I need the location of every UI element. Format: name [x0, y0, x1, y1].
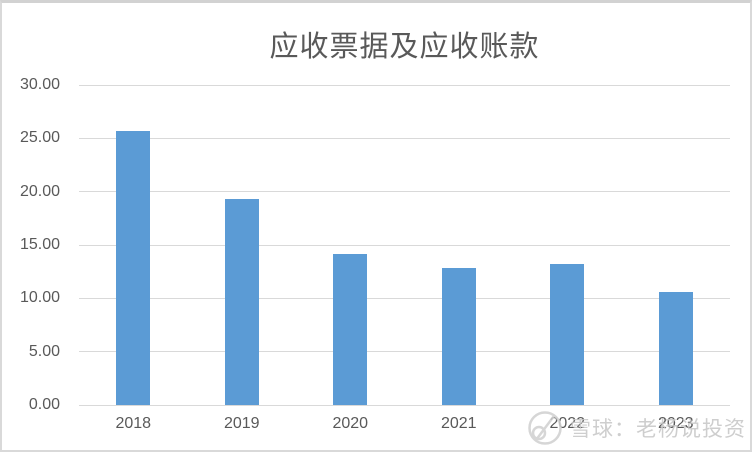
- y-axis: 0.00 5.00 10.00 15.00 20.00 25.00 30.00: [2, 3, 68, 450]
- gridline: [79, 137, 730, 139]
- bar-2023: [658, 291, 693, 405]
- y-tick-label: 0.00: [28, 396, 60, 413]
- gridline: [79, 244, 730, 246]
- bar-2021: [441, 268, 476, 405]
- x-tick-label: 2023: [657, 415, 694, 432]
- x-tick-label: 2022: [549, 415, 586, 432]
- bar-2020: [333, 253, 368, 405]
- gridline: [79, 191, 730, 193]
- y-tick-label: 15.00: [19, 236, 60, 253]
- gridline: [79, 351, 730, 353]
- y-tick-label: 10.00: [19, 289, 60, 307]
- x-tick-label: 2021: [440, 415, 477, 432]
- bar-2022: [550, 264, 585, 405]
- bar-2019: [224, 199, 259, 405]
- bar-2018: [116, 130, 151, 405]
- x-tick-label: 2020: [332, 415, 369, 432]
- y-tick-label: 30.00: [19, 76, 60, 93]
- gridline: [79, 297, 730, 299]
- y-tick-label: 25.00: [19, 129, 60, 147]
- y-tick-label: 5.00: [28, 342, 60, 360]
- plot-area: [79, 84, 730, 406]
- x-tick-label: 2019: [223, 415, 260, 432]
- x-axis: 2018 2019 2020 2021 2022 2023: [79, 415, 730, 445]
- gridline: [79, 84, 730, 86]
- chart-title: 应收票据及应收账款: [269, 31, 540, 63]
- x-tick-label: 2018: [115, 415, 152, 432]
- y-tick-label: 20.00: [19, 182, 60, 200]
- x-axis-line: [79, 404, 730, 406]
